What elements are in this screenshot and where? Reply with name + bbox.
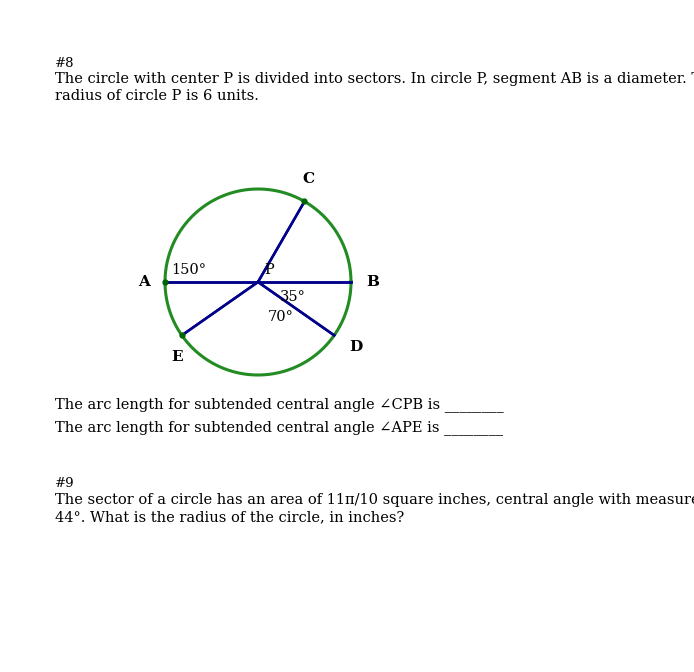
Text: 44°. What is the radius of the circle, in inches?: 44°. What is the radius of the circle, i… bbox=[55, 510, 404, 524]
Text: #9: #9 bbox=[55, 477, 75, 490]
Text: radius of circle P is 6 units.: radius of circle P is 6 units. bbox=[55, 89, 259, 103]
Text: C: C bbox=[303, 173, 314, 186]
Text: D: D bbox=[349, 340, 362, 354]
Text: P: P bbox=[264, 263, 273, 277]
Text: A: A bbox=[138, 275, 150, 289]
Text: #8: #8 bbox=[55, 57, 74, 70]
Text: The arc length for subtended central angle ∠CPB is ________: The arc length for subtended central ang… bbox=[55, 397, 504, 412]
Text: The arc length for subtended central angle ∠APE is ________: The arc length for subtended central ang… bbox=[55, 420, 503, 435]
Text: 70°: 70° bbox=[268, 310, 294, 324]
Text: The sector of a circle has an area of 11π/10 square inches, central angle with m: The sector of a circle has an area of 11… bbox=[55, 493, 694, 507]
Text: B: B bbox=[366, 275, 379, 289]
Text: The circle with center P is divided into sectors. In circle P, segment AB is a d: The circle with center P is divided into… bbox=[55, 72, 694, 86]
Text: 35°: 35° bbox=[280, 290, 306, 304]
Text: E: E bbox=[171, 350, 183, 364]
Text: 150°: 150° bbox=[171, 263, 206, 277]
